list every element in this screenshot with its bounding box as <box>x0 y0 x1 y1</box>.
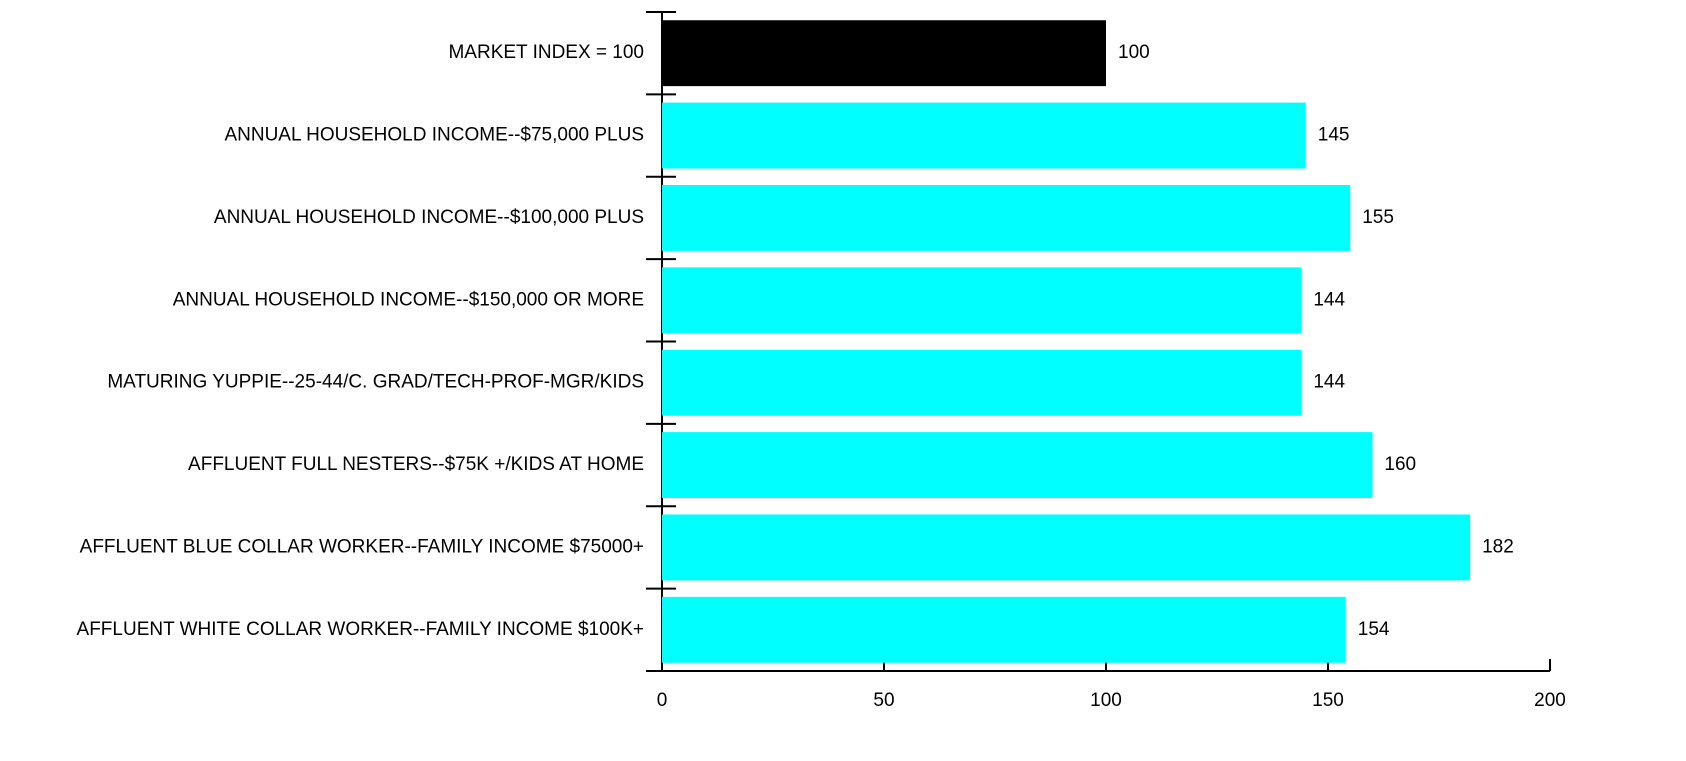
x-tick-label: 150 <box>1312 690 1344 711</box>
value-label: 154 <box>1358 619 1390 640</box>
value-label: 144 <box>1313 372 1345 393</box>
bar <box>662 267 1302 334</box>
y-tick-label: MARKET INDEX = 100 <box>448 42 644 63</box>
value-label: 100 <box>1118 42 1150 63</box>
x-tick-label: 50 <box>873 690 894 711</box>
x-tick-label: 0 <box>657 690 668 711</box>
y-tick-label: AFFLUENT FULL NESTERS--$75K +/KIDS AT HO… <box>188 454 644 475</box>
value-label: 182 <box>1482 536 1514 557</box>
y-tick-label: AFFLUENT WHITE COLLAR WORKER--FAMILY INC… <box>77 619 644 640</box>
y-tick-label: ANNUAL HOUSEHOLD INCOME--$100,000 PLUS <box>214 207 644 228</box>
bar <box>662 20 1106 87</box>
y-tick-label: AFFLUENT BLUE COLLAR WORKER--FAMILY INCO… <box>80 536 644 557</box>
y-tick-label: MATURING YUPPIE--25-44/C. GRAD/TECH-PROF… <box>107 372 644 393</box>
value-label: 155 <box>1362 207 1394 228</box>
bar <box>662 596 1346 663</box>
value-label: 144 <box>1313 289 1345 310</box>
bar <box>662 102 1306 169</box>
x-tick-label: 100 <box>1090 690 1122 711</box>
y-tick-label: ANNUAL HOUSEHOLD INCOME--$75,000 PLUS <box>224 125 644 146</box>
value-label: 160 <box>1384 454 1416 475</box>
x-tick-label: 200 <box>1534 690 1566 711</box>
value-label: 145 <box>1318 125 1350 146</box>
y-tick-label: ANNUAL HOUSEHOLD INCOME--$150,000 OR MOR… <box>173 289 644 310</box>
bar <box>662 349 1302 416</box>
bar <box>662 514 1471 581</box>
bar <box>662 184 1351 251</box>
bar <box>662 432 1373 499</box>
